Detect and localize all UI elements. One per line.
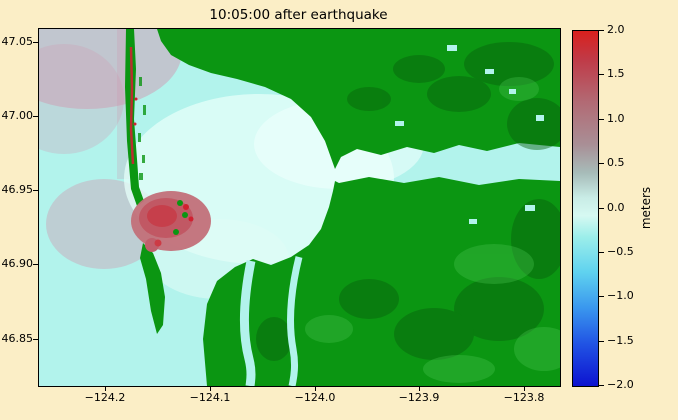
colorbar-tick-mark — [599, 30, 604, 31]
terrain-shading — [256, 42, 560, 361]
colorbar-tick-label: −1.0 — [607, 289, 634, 302]
x-tick-mark — [315, 386, 316, 391]
y-tick-mark — [33, 264, 38, 265]
terrain-highlights — [305, 77, 560, 383]
x-tick-mark — [419, 386, 420, 391]
colorbar-tick-mark — [599, 385, 604, 386]
offshore-positive-anomaly — [39, 29, 182, 269]
y-tick-label: 47.00 — [1, 109, 34, 122]
colorbar-axis-label: meters — [636, 30, 656, 385]
spit-wave-line — [129, 46, 138, 165]
colorbar-tick-label: 0.5 — [607, 156, 625, 169]
y-tick-mark — [33, 116, 38, 117]
tsunami-map — [39, 29, 560, 386]
marsh-specks — [138, 77, 146, 180]
x-tick-mark — [210, 386, 211, 391]
south-spit — [140, 243, 165, 334]
y-tick-label: 46.85 — [1, 332, 34, 345]
x-tick-mark — [524, 386, 525, 391]
y-tick-mark — [33, 42, 38, 43]
x-tick-mark — [105, 386, 106, 391]
y-tick-mark — [33, 339, 38, 340]
colorbar-tick-label: 2.0 — [607, 23, 625, 36]
colorbar-tick-mark — [599, 341, 604, 342]
spit-fragments — [173, 200, 188, 235]
wave-crest-blob — [131, 191, 211, 252]
north-spit — [125, 29, 144, 206]
y-tick-label: 47.05 — [1, 35, 34, 48]
colorbar-tick-label: 0.0 — [607, 201, 625, 214]
colorbar-tick-label: −0.5 — [607, 245, 634, 258]
x-tick-label: −124.1 — [189, 391, 231, 404]
colorbar-tick-label: 1.5 — [607, 67, 625, 80]
colorbar-tick-label: −1.5 — [607, 334, 634, 347]
colorbar-units-text: meters — [639, 186, 654, 229]
colorbar-tick-label: 1.0 — [607, 112, 625, 125]
colorbar-tick-label: −2.0 — [607, 378, 634, 391]
x-tick-label: −123.8 — [503, 391, 545, 404]
y-tick-mark — [33, 190, 38, 191]
colorbar-tick-mark — [599, 296, 604, 297]
x-tick-label: −124.2 — [84, 391, 126, 404]
x-tick-label: −123.9 — [398, 391, 440, 404]
lakes — [395, 45, 544, 224]
x-tick-label: −124.0 — [294, 391, 336, 404]
land-north — [149, 29, 560, 169]
y-tick-label: 46.90 — [1, 257, 34, 270]
colorbar-tick-mark — [599, 252, 604, 253]
colorbar-tick-mark — [599, 119, 604, 120]
colorbar-tick-mark — [599, 74, 604, 75]
river-channels — [240, 256, 303, 386]
y-tick-label: 46.95 — [1, 183, 34, 196]
plot-title: 10:05:00 after earthquake — [209, 7, 388, 23]
colorbar-tick-mark — [599, 163, 604, 164]
colorbar-tick-mark — [599, 208, 604, 209]
map-axes — [38, 28, 561, 387]
colorbar — [572, 30, 599, 387]
